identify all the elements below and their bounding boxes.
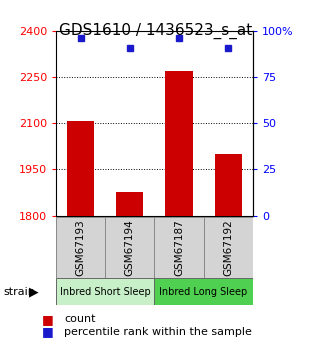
Bar xyxy=(56,217,105,278)
Text: GSM67194: GSM67194 xyxy=(125,219,135,276)
Text: GSM67192: GSM67192 xyxy=(223,219,233,276)
Bar xyxy=(56,278,155,305)
Text: ▶: ▶ xyxy=(29,285,38,298)
Bar xyxy=(215,154,242,216)
Text: Inbred Long Sleep: Inbred Long Sleep xyxy=(159,287,248,296)
Text: strain: strain xyxy=(3,287,35,296)
Text: ■: ■ xyxy=(42,313,53,326)
Text: GSM67187: GSM67187 xyxy=(174,219,184,276)
Bar xyxy=(155,278,253,305)
Bar xyxy=(116,191,143,216)
Text: GSM67193: GSM67193 xyxy=(76,219,86,276)
Text: GDS1610 / 1436523_s_at: GDS1610 / 1436523_s_at xyxy=(59,22,252,39)
Bar xyxy=(67,121,94,216)
Bar xyxy=(165,71,193,216)
Bar xyxy=(204,217,253,278)
Bar xyxy=(155,217,204,278)
Bar xyxy=(105,217,154,278)
Text: percentile rank within the sample: percentile rank within the sample xyxy=(64,327,252,337)
Text: ■: ■ xyxy=(42,325,53,338)
Text: Inbred Short Sleep: Inbred Short Sleep xyxy=(60,287,151,296)
Text: count: count xyxy=(64,314,95,324)
